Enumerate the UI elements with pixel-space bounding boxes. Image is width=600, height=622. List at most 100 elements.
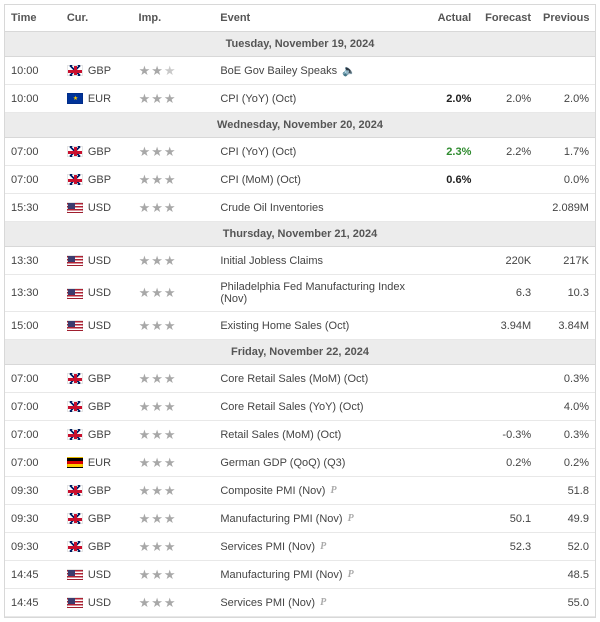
- table-row[interactable]: 15:30USD★★★Crude Oil Inventories2.089M: [5, 194, 595, 222]
- importance-star-icon: ★: [139, 540, 151, 553]
- table-row[interactable]: 07:00GBP★★★CPI (MoM) (Oct)0.6%0.0%: [5, 166, 595, 194]
- flag-icon: [67, 429, 83, 440]
- importance-star-icon: ★: [139, 92, 151, 105]
- currency-code: GBP: [88, 65, 111, 77]
- importance-star-icon: ★: [139, 456, 151, 469]
- speech-icon: 🔈: [342, 64, 356, 77]
- cell-event: CPI (MoM) (Oct): [214, 168, 423, 192]
- col-header-actual: Actual: [423, 5, 477, 31]
- table-row[interactable]: 07:00EUR★★★German GDP (QoQ) (Q3)0.2%0.2%: [5, 449, 595, 477]
- event-name: Core Retail Sales (MoM) (Oct): [220, 373, 368, 385]
- cell-currency: GBP: [61, 168, 133, 192]
- importance-star-icon: ★: [151, 319, 163, 332]
- importance-star-icon: ★: [151, 596, 163, 609]
- currency-code: GBP: [88, 485, 111, 497]
- flag-icon: [67, 320, 83, 331]
- cell-importance: ★★★: [133, 195, 215, 221]
- col-header-event: Event: [214, 5, 423, 31]
- importance-star-icon: ★: [139, 173, 151, 186]
- importance-star-icon: ★: [151, 428, 163, 441]
- col-header-time: Time: [5, 5, 61, 31]
- preliminary-icon: P: [320, 541, 326, 552]
- cell-importance: ★★★: [133, 478, 215, 504]
- cell-time: 10:00: [5, 59, 61, 83]
- table-row[interactable]: 10:00 GBP ★★★ BoE Gov Bailey Speaks 🔈: [5, 57, 595, 85]
- currency-code: GBP: [88, 513, 111, 525]
- cell-event: Manufacturing PMI (Nov) P: [214, 563, 423, 587]
- cell-currency: GBP: [61, 140, 133, 164]
- currency-code: GBP: [88, 401, 111, 413]
- cell-event: CPI (YoY) (Oct): [214, 87, 423, 111]
- cell-actual: [424, 485, 478, 497]
- cell-previous: [537, 65, 595, 77]
- cell-forecast: -0.3%: [477, 423, 537, 447]
- table-row[interactable]: 14:45USD★★★Services PMI (Nov) P55.0: [5, 589, 595, 617]
- importance-star-icon: ★: [164, 372, 176, 385]
- event-name: CPI (YoY) (Oct): [220, 146, 296, 158]
- cell-currency: GBP: [61, 367, 133, 391]
- cell-forecast: 220K: [477, 249, 537, 273]
- day-header: Tuesday, November 19, 2024: [5, 32, 595, 57]
- event-name: CPI (MoM) (Oct): [220, 174, 301, 186]
- cell-actual: [424, 202, 478, 214]
- cell-actual: [424, 429, 478, 441]
- importance-stars: ★★★: [139, 400, 176, 413]
- flag-icon: [67, 202, 83, 213]
- table-row[interactable]: 15:00USD★★★Existing Home Sales (Oct)3.94…: [5, 312, 595, 340]
- importance-star-icon: ★: [164, 484, 176, 497]
- col-header-imp: Imp.: [133, 5, 215, 31]
- table-row[interactable]: 07:00GBP★★★CPI (YoY) (Oct)2.3%2.2%1.7%: [5, 138, 595, 166]
- cell-currency: GBP: [61, 479, 133, 503]
- cell-forecast: 52.3: [477, 535, 537, 559]
- cell-event: Retail Sales (MoM) (Oct): [214, 423, 423, 447]
- cell-currency: GBP: [61, 507, 133, 531]
- cell-currency: USD: [61, 591, 133, 615]
- currency-code: GBP: [88, 541, 111, 553]
- table-row[interactable]: 07:00GBP★★★Core Retail Sales (MoM) (Oct)…: [5, 365, 595, 393]
- event-name: Crude Oil Inventories: [220, 202, 323, 214]
- importance-star-icon: ★: [151, 145, 163, 158]
- flag-icon: [67, 597, 83, 608]
- currency-code: GBP: [88, 174, 111, 186]
- table-row[interactable]: 13:30USD★★★Initial Jobless Claims220K217…: [5, 247, 595, 275]
- importance-stars: ★★★: [139, 173, 176, 186]
- importance-stars: ★★★: [139, 145, 176, 158]
- importance-star-icon: ★: [164, 568, 176, 581]
- importance-stars: ★★★: [139, 372, 176, 385]
- importance-stars: ★★★: [139, 568, 176, 581]
- cell-forecast: 2.0%: [477, 87, 537, 111]
- table-row[interactable]: 09:30GBP★★★Manufacturing PMI (Nov) P50.1…: [5, 505, 595, 533]
- cell-importance: ★★★: [133, 394, 215, 420]
- table-row[interactable]: 09:30GBP★★★Composite PMI (Nov) P51.8: [5, 477, 595, 505]
- flag-icon: [67, 401, 83, 412]
- cell-event: BoE Gov Bailey Speaks 🔈: [214, 58, 423, 83]
- cell-event: Composite PMI (Nov) P: [214, 479, 423, 503]
- preliminary-icon: P: [330, 485, 336, 496]
- cell-actual: [424, 287, 478, 299]
- table-row[interactable]: 07:00GBP★★★Retail Sales (MoM) (Oct)-0.3%…: [5, 421, 595, 449]
- importance-star-icon: ★: [151, 286, 163, 299]
- event-name: Services PMI (Nov): [220, 541, 315, 553]
- importance-star-icon: ★: [151, 512, 163, 525]
- cell-actual: 0.6%: [424, 168, 478, 192]
- cell-forecast: 6.3: [477, 281, 537, 305]
- importance-stars: ★★★: [139, 596, 176, 609]
- cell-forecast: 2.2%: [477, 140, 537, 164]
- importance-star-icon: ★: [164, 92, 176, 105]
- table-row[interactable]: 14:45USD★★★Manufacturing PMI (Nov) P48.5: [5, 561, 595, 589]
- event-name: Philadelphia Fed Manufacturing Index (No…: [220, 281, 417, 305]
- importance-stars: ★★★: [139, 64, 176, 77]
- cell-previous: 4.0%: [537, 395, 595, 419]
- currency-code: USD: [88, 597, 111, 609]
- table-row[interactable]: 07:00GBP★★★Core Retail Sales (YoY) (Oct)…: [5, 393, 595, 421]
- cell-importance: ★★★: [133, 86, 215, 112]
- cell-time: 07:00: [5, 451, 61, 475]
- table-row[interactable]: 09:30GBP★★★Services PMI (Nov) P52.352.0: [5, 533, 595, 561]
- flag-icon: [67, 373, 83, 384]
- importance-star-icon: ★: [164, 540, 176, 553]
- importance-star-icon: ★: [139, 201, 151, 214]
- cell-currency: GBP: [61, 59, 133, 83]
- table-row[interactable]: 13:30USD★★★Philadelphia Fed Manufacturin…: [5, 275, 595, 312]
- table-row[interactable]: 10:00EUR★★★CPI (YoY) (Oct)2.0%2.0%2.0%: [5, 85, 595, 113]
- cell-event: Crude Oil Inventories: [214, 196, 423, 220]
